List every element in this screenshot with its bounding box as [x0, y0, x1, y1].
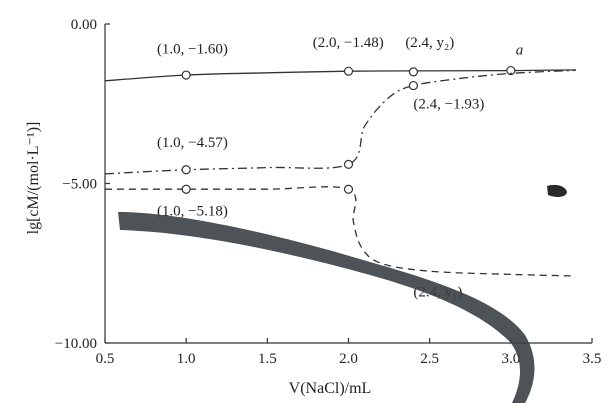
- y-axis-label: lg[cM/(mol·L⁻¹)]: [25, 122, 42, 235]
- data-point-marker: [182, 71, 190, 79]
- data-point-marker: [182, 166, 190, 174]
- y-tick-label: −5.00: [62, 177, 97, 193]
- point-annotation: (2.4, −1.93): [413, 97, 484, 113]
- y-tick-label: −10.00: [55, 336, 97, 352]
- point-annotation: (1.0, −4.57): [157, 135, 228, 151]
- data-point-marker: [345, 185, 353, 193]
- x-tick-label: 2.0: [339, 351, 358, 367]
- data-point-marker: [182, 185, 190, 193]
- x-tick-label: 1.0: [177, 351, 196, 367]
- plot-area: [105, 24, 592, 343]
- ink-blot: [547, 185, 567, 197]
- point-annotation: (2.0, −1.48): [313, 35, 384, 51]
- pen-stroke-smudge: [118, 212, 534, 403]
- series-line-solid: [105, 70, 576, 81]
- x-tick-label: 3.5: [583, 351, 602, 367]
- x-tick-label: 2.5: [420, 351, 439, 367]
- tick-labels: 0.5 1.0 1.5 2.0 2.5 3.0 3.50.00−5.00−10.00: [55, 17, 602, 367]
- point-annotation: (1.0, −1.60): [157, 41, 228, 57]
- data-point-marker: [409, 68, 417, 76]
- x-axis-label: V(NaCl)/mL: [289, 380, 372, 397]
- data-point-marker: [409, 82, 417, 90]
- point-annotation: (2.4, y₂): [405, 35, 454, 51]
- x-tick-label: 0.5: [96, 351, 115, 367]
- series-line-dash-dot: [105, 70, 576, 174]
- data-point-marker: [345, 67, 353, 75]
- data-point-marker: [345, 160, 353, 168]
- y-tick-label: 0.00: [71, 17, 97, 33]
- x-tick-label: 1.5: [258, 351, 277, 367]
- point-annotation: a: [516, 42, 524, 58]
